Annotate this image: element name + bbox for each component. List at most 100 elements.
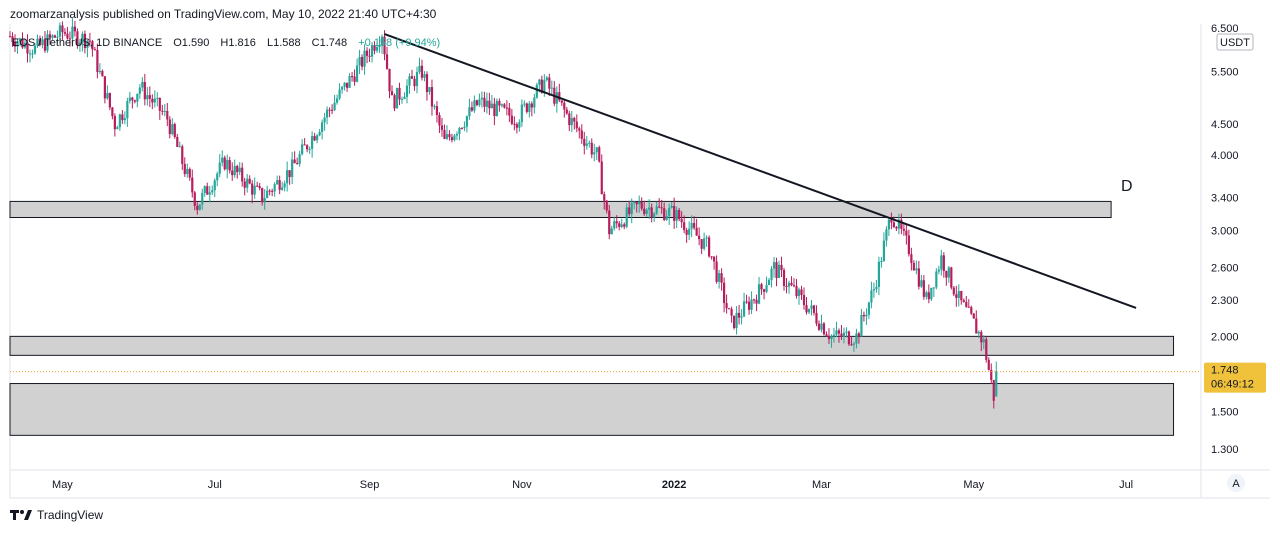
candle-body-25	[71, 26, 74, 39]
candle-body-123	[316, 135, 319, 141]
candle-body-76	[198, 204, 201, 210]
candle-body-96	[248, 178, 251, 184]
ohlc-change: +0.158 (+9.94%)	[358, 37, 440, 49]
candle-body-133	[340, 86, 344, 90]
candle-body-185	[470, 107, 474, 111]
candle-body-55	[146, 95, 149, 100]
auto-scale-button[interactable]	[1227, 474, 1245, 492]
time-axis[interactable]: May Jul Sep Nov 2022 Mar May Jul	[52, 479, 1133, 491]
candle-body-59	[156, 97, 159, 99]
candle-body-109	[281, 187, 284, 190]
candle-body-193	[490, 103, 493, 109]
candle-body-229	[580, 130, 583, 139]
candle-body-234	[593, 152, 596, 155]
candle-body-349	[880, 261, 883, 263]
candle-body-282	[713, 256, 716, 262]
candle-body-211	[535, 84, 538, 98]
time-tick-5: Mar	[812, 479, 831, 491]
candle-body-316	[797, 289, 801, 297]
candle-body-0	[8, 36, 12, 38]
candle-body-175	[445, 134, 449, 139]
candle-body-272	[688, 228, 691, 235]
candle-body-262	[663, 208, 666, 220]
price-tick-7: 2.300	[1211, 295, 1239, 307]
candle-body-301	[760, 284, 763, 290]
candle-body-283	[715, 261, 718, 282]
candle-body-355	[895, 227, 898, 229]
trend-line[interactable]	[384, 33, 1137, 309]
candle-body-267	[675, 210, 678, 221]
candle-body-367	[925, 292, 928, 297]
candle-body-228	[578, 128, 581, 131]
candle-body-370	[932, 287, 935, 289]
candle-body-307	[775, 262, 778, 278]
candle-body-13	[41, 39, 44, 46]
candle-body-199	[505, 107, 508, 109]
candle-body-127	[326, 109, 329, 118]
time-tick-2: Sep	[360, 479, 380, 491]
candle-body-395	[995, 371, 998, 397]
candle-body-309	[780, 264, 783, 271]
candle-body-163	[415, 72, 419, 87]
candle-body-217	[550, 87, 553, 89]
candle-body-363	[915, 268, 918, 271]
candle-body-212	[538, 79, 541, 85]
candle-body-286	[723, 282, 726, 304]
candle-body-197	[500, 104, 503, 106]
candle-body-273	[690, 223, 693, 229]
candle-body-213	[540, 79, 543, 93]
candle-body-186	[473, 100, 476, 111]
currency-badge[interactable]	[1216, 33, 1254, 51]
candle-body-380	[957, 291, 960, 298]
candle-body-1	[11, 36, 14, 43]
candle-body-269	[680, 219, 683, 223]
candle-body-114	[293, 159, 296, 164]
candle-body-69	[181, 146, 184, 164]
candle-body-68	[178, 146, 181, 148]
candle-body-32	[88, 40, 91, 42]
candle-body-198	[503, 104, 506, 108]
price-tick-2: 4.500	[1211, 119, 1239, 131]
candle-body-42	[113, 116, 116, 130]
bar-countdown: 06:49:12	[1211, 379, 1254, 391]
candle-body-313	[790, 282, 793, 286]
candle-body-305	[770, 268, 773, 280]
candle-body-221	[560, 100, 563, 103]
candle-body-106	[273, 184, 276, 192]
candle-body-168	[428, 87, 431, 93]
candle-body-157	[400, 98, 404, 100]
candle-body-294	[742, 301, 746, 317]
candle-body-263	[665, 216, 668, 220]
candle-body-373	[940, 255, 943, 270]
candle-body-53	[141, 81, 144, 88]
candle-body-56	[148, 95, 151, 99]
candle-body-284	[718, 273, 721, 282]
candle-body-16	[48, 34, 52, 38]
candle-body-328	[827, 335, 831, 340]
candle-body-375	[945, 271, 948, 278]
candle-body-222	[563, 102, 566, 110]
candle-body-95	[246, 178, 249, 188]
price-axis[interactable]: 6.500 5.500 4.500 4.000 3.400 3.000 2.600 2.300…	[1211, 23, 1239, 456]
candle-body-41	[111, 107, 114, 117]
last-price-badge	[1204, 362, 1266, 393]
candle-body-64	[168, 119, 171, 135]
candle-body-49	[131, 97, 134, 101]
candle-body-110	[283, 183, 286, 188]
symbol-name: EOS / TetherUS, 1D BINANCE	[12, 37, 162, 49]
candle-body-2	[13, 42, 17, 47]
candle-body-236	[598, 147, 601, 162]
candle-body-54	[143, 81, 146, 100]
candle-body-10	[33, 45, 37, 54]
candle-body-154	[393, 95, 396, 109]
candle-body-382	[962, 300, 965, 302]
candle-body-387	[975, 318, 978, 334]
candle-body-73	[191, 177, 194, 193]
candle-body-320	[807, 308, 811, 313]
candle-body-384	[967, 306, 970, 308]
ohlc-low: L1.588	[267, 37, 301, 49]
candle-body-98	[253, 185, 256, 195]
candle-body-393	[990, 369, 993, 380]
candle-body-261	[660, 207, 663, 209]
